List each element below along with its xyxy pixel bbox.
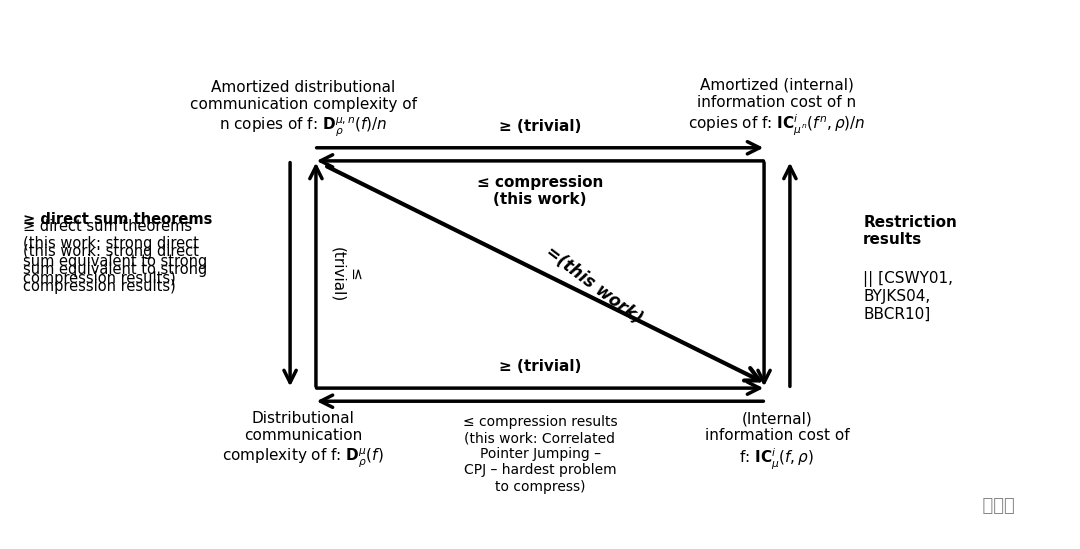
Text: ≥ (trivial): ≥ (trivial) [499,360,581,374]
Text: ≥ direct sum theorems: ≥ direct sum theorems [23,212,213,227]
Text: ≥ direct sum theorems
(this work: strong direct
sum equivalent to strong
compres: ≥ direct sum theorems (this work: strong… [23,219,207,286]
Text: Distributional
communication
complexity of f: $\mathbf{D}_{\rho}^{\mu}(f)$: Distributional communication complexity … [222,411,383,469]
Text: ≤ compression
(this work): ≤ compression (this work) [476,175,604,207]
Text: || [CSWY01,
BYJKS04,
BBCR10]: || [CSWY01, BYJKS04, BBCR10] [863,271,954,322]
Text: Amortized distributional
communication complexity of
n copies of f: $\mathbf{D}_: Amortized distributional communication c… [189,80,417,138]
Text: 新智元: 新智元 [971,497,1014,515]
Text: (this work: strong direct
sum equivalent to strong
compression results): (this work: strong direct sum equivalent… [23,244,207,294]
Text: =(this work): =(this work) [542,243,646,328]
Text: (Internal)
information cost of
f: $\mathbf{IC}^i_{\mu}(f,\rho)$: (Internal) information cost of f: $\math… [704,411,849,472]
Text: ≤ compression results
(this work: Correlated
Pointer Jumping –
CPJ – hardest pro: ≤ compression results (this work: Correl… [462,415,618,494]
Text: Restriction
results: Restriction results [863,215,957,247]
Text: Amortized (internal)
information cost of n
copies of f: $\mathbf{IC}^i_{\mu^n}(f: Amortized (internal) information cost of… [688,77,866,138]
Text: ≥ (trivial): ≥ (trivial) [499,119,581,134]
Text: ≤
(trivial): ≤ (trivial) [330,247,363,302]
